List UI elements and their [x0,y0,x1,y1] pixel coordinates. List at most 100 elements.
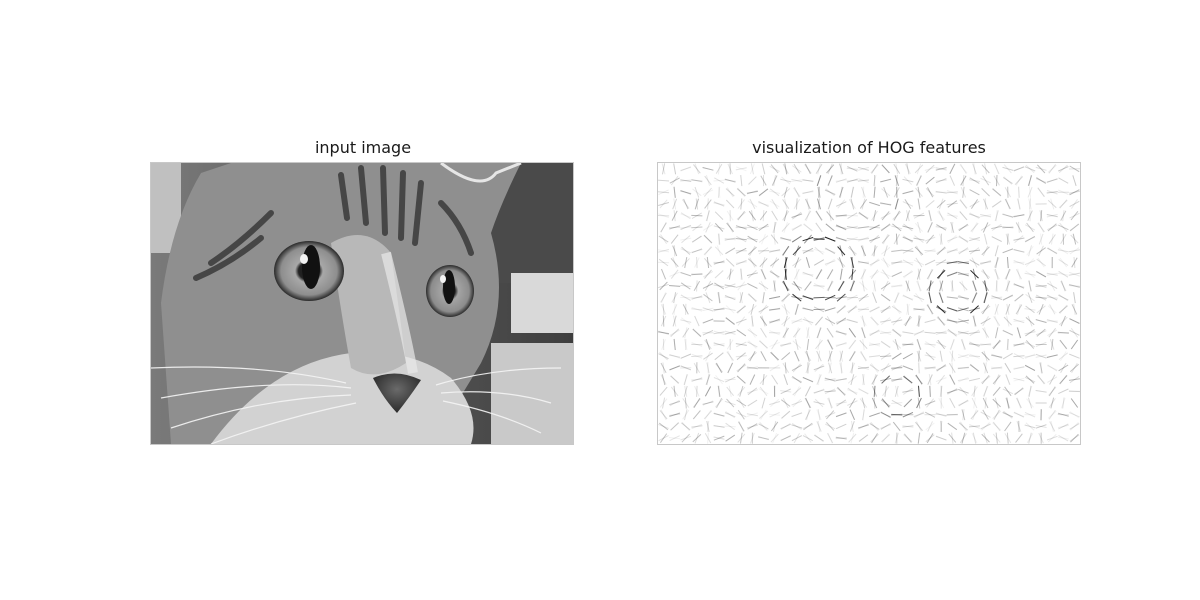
hog-cell-gradient [802,271,814,277]
hog-cell-gradient [917,186,921,198]
hog-cell-gradient [746,389,758,394]
hog-cell-gradient [851,268,854,280]
hog-cell-gradient [1046,272,1058,276]
hog-cell-gradient [682,327,690,338]
hog-cell-gradient [1048,398,1056,408]
hog-cell-gradient [818,198,820,210]
hog-cell-gradient [1058,270,1069,278]
hog-cell-gradient [736,375,746,384]
hog-cell-gradient [971,432,978,444]
hog-cell-gradient [816,409,822,420]
hog-cell-gradient [1013,320,1025,322]
hog-cell-gradient [669,285,681,287]
hog-cell-gradient [1027,292,1033,303]
hog-cell-gradient [1051,233,1054,245]
hog-cell-gradient [902,425,914,428]
hog-cell-gradient [928,280,932,292]
hog-cell-gradient [746,413,758,417]
hog-cell-gradient [747,283,758,289]
hog-cell-gradient [891,261,903,264]
hog-cell-gradient [816,374,822,385]
hog-cell-gradient [770,352,780,361]
hog-cell-gradient [695,198,699,210]
hog-cell-gradient [913,212,925,219]
hog-cell-gradient [718,292,721,304]
hog-cell-gradient [782,362,790,373]
hog-cell-gradient [857,366,870,370]
hog-cell-gradient [947,388,958,395]
hog-cell-gradient [858,434,869,443]
hog-cell-gradient [1025,422,1035,431]
hog-cell-gradient [813,389,825,394]
hog-cell-gradient [725,247,736,255]
hog-cell-gradient [925,341,936,348]
hog-cell-gradient [994,315,999,327]
hog-cell-gradient [1048,386,1057,396]
hog-cell-gradient [1035,390,1047,393]
hog-cell-gradient [946,330,958,336]
hog-cell-gradient [662,303,665,315]
hog-cell-gradient [660,222,668,233]
hog-cell-gradient [713,377,725,383]
hog-cell-gradient [924,319,936,323]
hog-cell-gradient [869,364,880,372]
hog-cell-gradient [681,258,690,267]
hog-cell-gradient [658,249,670,253]
hog-cell-gradient [982,175,990,186]
hog-cell-gradient [791,235,802,243]
hog-cell-gradient [925,176,935,185]
hog-cell-gradient [791,224,803,230]
hog-cell-gradient [771,210,778,221]
hog-cell-gradient [981,188,990,197]
hog-cell-gradient [727,362,733,374]
hog-cell-gradient [783,257,788,269]
hog-cell-gradient [1026,398,1034,408]
hog-cell-gradient [659,199,668,209]
hog-cell-gradient [980,423,991,430]
hog-cell-gradient [993,257,1000,268]
hog-cell-gradient [969,177,980,184]
hog-cell-gradient [1024,376,1036,383]
hog-cell-gradient [848,339,856,350]
hog-cell-gradient [838,186,844,198]
hog-cell-gradient [694,198,699,210]
hog-cell-gradient [673,303,676,315]
hog-cell-gradient [1035,354,1047,358]
hog-cell-gradient [817,327,821,339]
hog-cell-gradient [1002,213,1014,219]
hog-cell-gradient [793,433,800,444]
hog-cell-gradient [995,327,999,339]
hog-cell-gradient [939,350,943,362]
hog-cell-gradient [1027,385,1033,397]
hog-visualization-axes [657,162,1081,445]
hog-cell-gradient [924,366,936,370]
hog-cell-gradient [1013,342,1025,347]
hog-cell-gradient [691,226,703,229]
hog-cell-gradient [915,245,923,256]
hog-cell-gradient [713,342,725,347]
hog-cell-gradient [769,200,780,208]
hog-cell-gradient [1017,268,1021,280]
hog-cell-gradient [802,308,814,311]
hog-cell-gradient [904,199,912,209]
hog-cell-gradient [680,294,691,301]
hog-cell-gradient [848,199,856,209]
hog-cell-gradient [758,247,769,255]
hog-cell-gradient [980,260,991,265]
hog-cell-gradient [957,367,969,369]
hog-cell-gradient [861,186,866,198]
hog-cell-gradient [1051,338,1054,351]
hog-cell-gradient [747,387,758,396]
hog-cell-gradient [769,190,781,194]
hog-cell-gradient [835,329,847,336]
hog-cell-gradient [717,186,721,198]
hog-cell-gradient [662,163,666,175]
hog-cell-gradient [992,386,1001,396]
hog-cell-gradient [946,306,958,312]
hog-cell-gradient [858,178,869,183]
hog-cell-gradient [669,285,681,287]
hog-cell-gradient [747,423,758,430]
hog-cell-gradient [970,305,979,314]
hog-cell-gradient [924,354,936,358]
hog-cell-gradient [906,210,910,222]
